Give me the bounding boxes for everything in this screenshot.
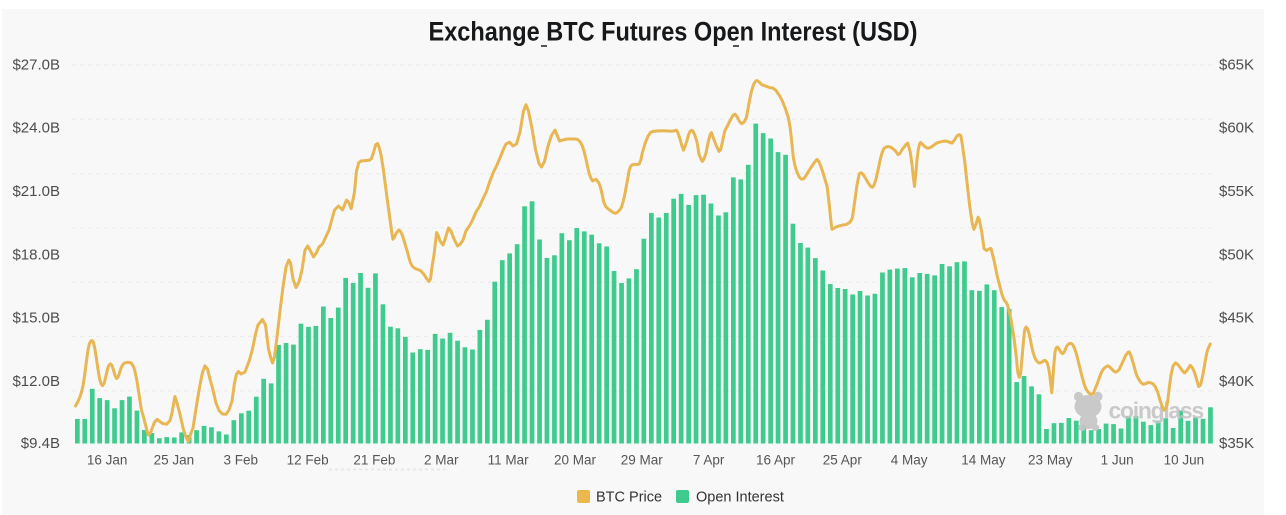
svg-text:$21.0B: $21.0B xyxy=(12,183,60,200)
svg-text:7 Apr: 7 Apr xyxy=(693,453,725,468)
svg-text:25 Jan: 25 Jan xyxy=(154,453,195,468)
svg-text:3 Feb: 3 Feb xyxy=(224,453,259,468)
svg-text:$45K: $45K xyxy=(1219,310,1254,327)
svg-text:16 Apr: 16 Apr xyxy=(756,453,796,468)
svg-text:29 Mar: 29 Mar xyxy=(621,453,664,468)
svg-text:$50K: $50K xyxy=(1219,246,1254,263)
svg-text:2 Mar: 2 Mar xyxy=(424,453,459,468)
svg-text:$9.4B: $9.4B xyxy=(21,435,60,452)
svg-text:16 Jan: 16 Jan xyxy=(87,453,128,468)
svg-text:4 May: 4 May xyxy=(891,453,928,468)
svg-text:BTC Price: BTC Price xyxy=(596,490,662,506)
svg-text:$65K: $65K xyxy=(1219,56,1254,73)
svg-text:11 Mar: 11 Mar xyxy=(488,453,530,468)
svg-text:20 Mar: 20 Mar xyxy=(554,453,597,468)
svg-text:$40K: $40K xyxy=(1219,373,1254,390)
svg-text:10 Jun: 10 Jun xyxy=(1164,453,1205,468)
svg-text:$18.0B: $18.0B xyxy=(12,246,60,263)
svg-text:$24.0B: $24.0B xyxy=(12,120,60,137)
svg-text:14 May: 14 May xyxy=(961,453,1006,468)
svg-text:$27.0B: $27.0B xyxy=(12,56,60,73)
svg-text:12 Feb: 12 Feb xyxy=(287,453,329,468)
svg-text:23 May: 23 May xyxy=(1028,453,1073,468)
svg-text:$55K: $55K xyxy=(1219,183,1254,200)
svg-text:21 Feb: 21 Feb xyxy=(353,453,395,468)
svg-text:$15.0B: $15.0B xyxy=(12,310,60,327)
svg-text:Open Interest: Open Interest xyxy=(696,490,784,506)
svg-text:$35K: $35K xyxy=(1219,435,1254,452)
svg-text:$12.0B: $12.0B xyxy=(12,373,60,390)
svg-text:coinglass: coinglass xyxy=(1109,398,1204,424)
svg-text:Exchange BTC Futures Open Inte: Exchange BTC Futures Open Interest (USD) xyxy=(429,17,918,47)
svg-text:1 Jun: 1 Jun xyxy=(1101,453,1134,468)
svg-text:25 Apr: 25 Apr xyxy=(823,453,863,468)
svg-text:$60K: $60K xyxy=(1219,120,1254,137)
